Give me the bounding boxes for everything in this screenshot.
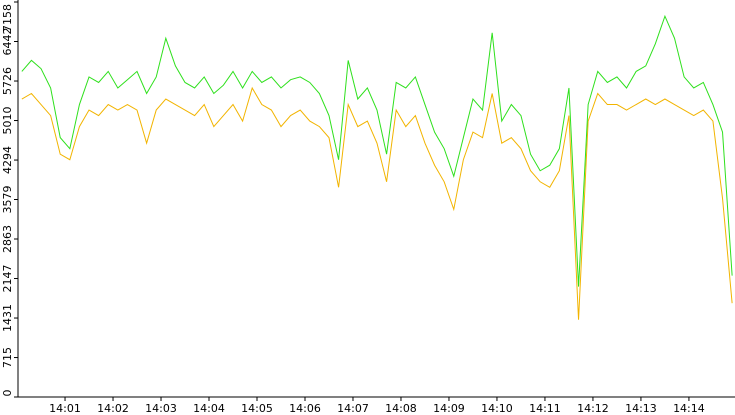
y-tick-label: 2147 bbox=[1, 265, 14, 293]
y-tick-label: 7158 bbox=[1, 4, 14, 32]
x-tick-label: 14:01 bbox=[49, 402, 81, 415]
y-tick-label: 3579 bbox=[1, 186, 14, 214]
y-tick-label: 715 bbox=[1, 347, 14, 368]
series-line bbox=[21, 86, 733, 320]
x-tick-label: 14:14 bbox=[673, 402, 705, 415]
x-tick-label: 14:04 bbox=[193, 402, 225, 415]
x-tick-label: 14:05 bbox=[241, 402, 273, 415]
x-tick-label: 14:11 bbox=[529, 402, 561, 415]
y-tick-label: 2863 bbox=[1, 225, 14, 253]
series-line bbox=[21, 14, 733, 287]
y-tick-label: 1431 bbox=[1, 304, 14, 332]
x-tick-label: 14:02 bbox=[97, 402, 129, 415]
x-tick-label: 14:12 bbox=[577, 402, 609, 415]
y-tick-label: 5010 bbox=[1, 107, 14, 135]
x-tick-label: 14:10 bbox=[481, 402, 513, 415]
y-tick-label: 6442 bbox=[1, 28, 14, 56]
x-tick-label: 14:08 bbox=[385, 402, 417, 415]
x-tick-label: 14:13 bbox=[625, 402, 657, 415]
y-tick-label: 0 bbox=[1, 390, 14, 397]
x-tick-label: 14:09 bbox=[433, 402, 465, 415]
x-tick-label: 14:06 bbox=[289, 402, 321, 415]
x-tick-label: 14:07 bbox=[337, 402, 369, 415]
y-tick-label: 5726 bbox=[1, 67, 14, 95]
x-tick-label: 14:03 bbox=[145, 402, 177, 415]
y-tick-label: 4294 bbox=[1, 146, 14, 174]
